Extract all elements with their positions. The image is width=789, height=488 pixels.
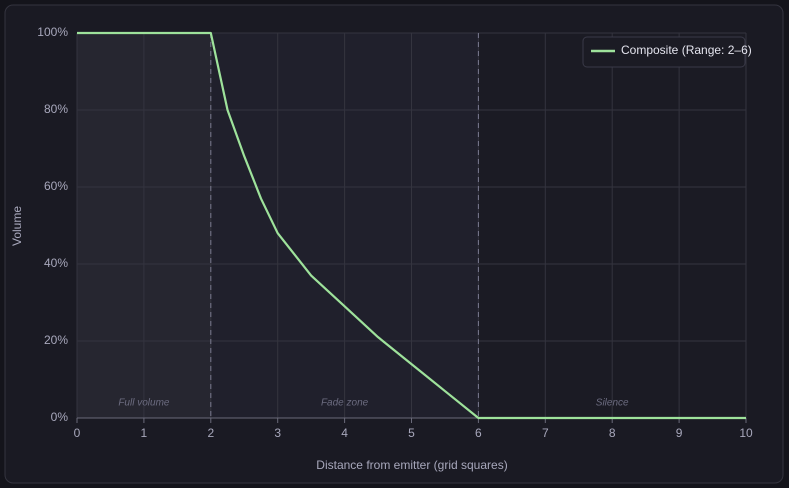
x-tick-label: 0 bbox=[74, 426, 81, 440]
x-tick-label: 8 bbox=[609, 426, 616, 440]
x-tick-label: 5 bbox=[408, 426, 415, 440]
x-tick-label: 4 bbox=[341, 426, 348, 440]
y-tick-label: 60% bbox=[44, 179, 68, 193]
x-tick-label: 3 bbox=[274, 426, 281, 440]
x-tick-label: 1 bbox=[141, 426, 148, 440]
y-tick-label: 100% bbox=[37, 25, 68, 39]
line bbox=[77, 31, 746, 420]
legend-label: Composite (Range: 2–6) bbox=[621, 43, 752, 57]
y-tick-label: 0% bbox=[51, 410, 69, 424]
zone-label: Silence bbox=[596, 398, 629, 409]
y-axis-label: Volume bbox=[10, 206, 24, 246]
zone-label: Fade zone bbox=[321, 398, 369, 409]
legend bbox=[582, 36, 746, 68]
x-tick-label: 10 bbox=[739, 426, 753, 440]
x-tick-label: 9 bbox=[676, 426, 683, 440]
x-tick-label: 7 bbox=[542, 426, 549, 440]
y-tick-label: 40% bbox=[44, 256, 68, 270]
y-tick-label: 20% bbox=[44, 333, 68, 347]
x-axis-label: Distance from emitter (grid squares) bbox=[316, 458, 507, 472]
zone-label: Full volume bbox=[118, 398, 170, 409]
x-tick-label: 2 bbox=[207, 426, 214, 440]
y-tick-label: 80% bbox=[44, 102, 68, 116]
x-tick-label: 6 bbox=[475, 426, 482, 440]
